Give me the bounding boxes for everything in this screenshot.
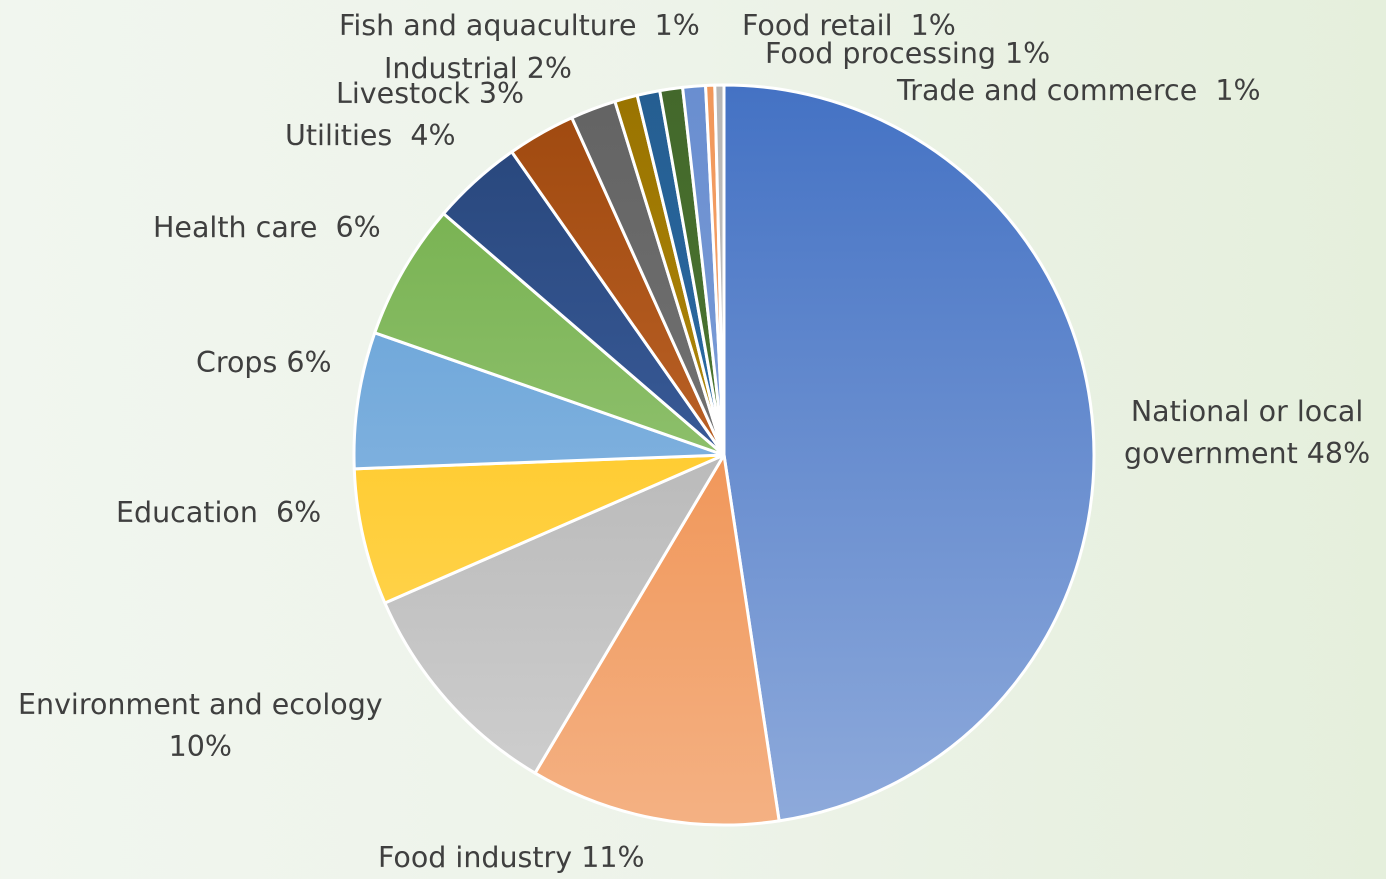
label-fish-and-aquaculture: Fish and aquaculture 1%: [339, 9, 700, 42]
pie-slice-other-14: [713, 83, 726, 457]
pie-slice-health-care: [373, 212, 726, 457]
label-trade-and-commerce: Trade and commerce 1%: [897, 74, 1261, 107]
label-industrial: Industrial 2%: [384, 52, 572, 85]
pie-slice-environment-and-ecology: [383, 453, 726, 775]
pie-slice-education: [352, 453, 726, 605]
pie-slice-national-or-local-government: [722, 83, 1096, 823]
label-national-or-local-government: National or local government 48%: [1124, 395, 1371, 470]
label-food-industry: Food industry 11%: [378, 841, 645, 874]
label-food-retail: Food retail 1%: [742, 9, 956, 42]
label-environment-and-ecology: Environment and ecology 10%: [18, 688, 383, 763]
label-food-processing: Food processing 1%: [765, 37, 1051, 70]
pie-slices: [352, 83, 1096, 827]
label-education: Education 6%: [116, 496, 322, 529]
pie-slice-crops: [352, 331, 726, 471]
label-utilities: Utilities 4%: [285, 119, 456, 152]
label-health-care: Health care 6%: [153, 211, 381, 244]
pie-slice-food-industry: [533, 453, 781, 827]
label-crops: Crops 6%: [196, 346, 332, 379]
label-livestock: Livestock 3%: [336, 77, 525, 110]
